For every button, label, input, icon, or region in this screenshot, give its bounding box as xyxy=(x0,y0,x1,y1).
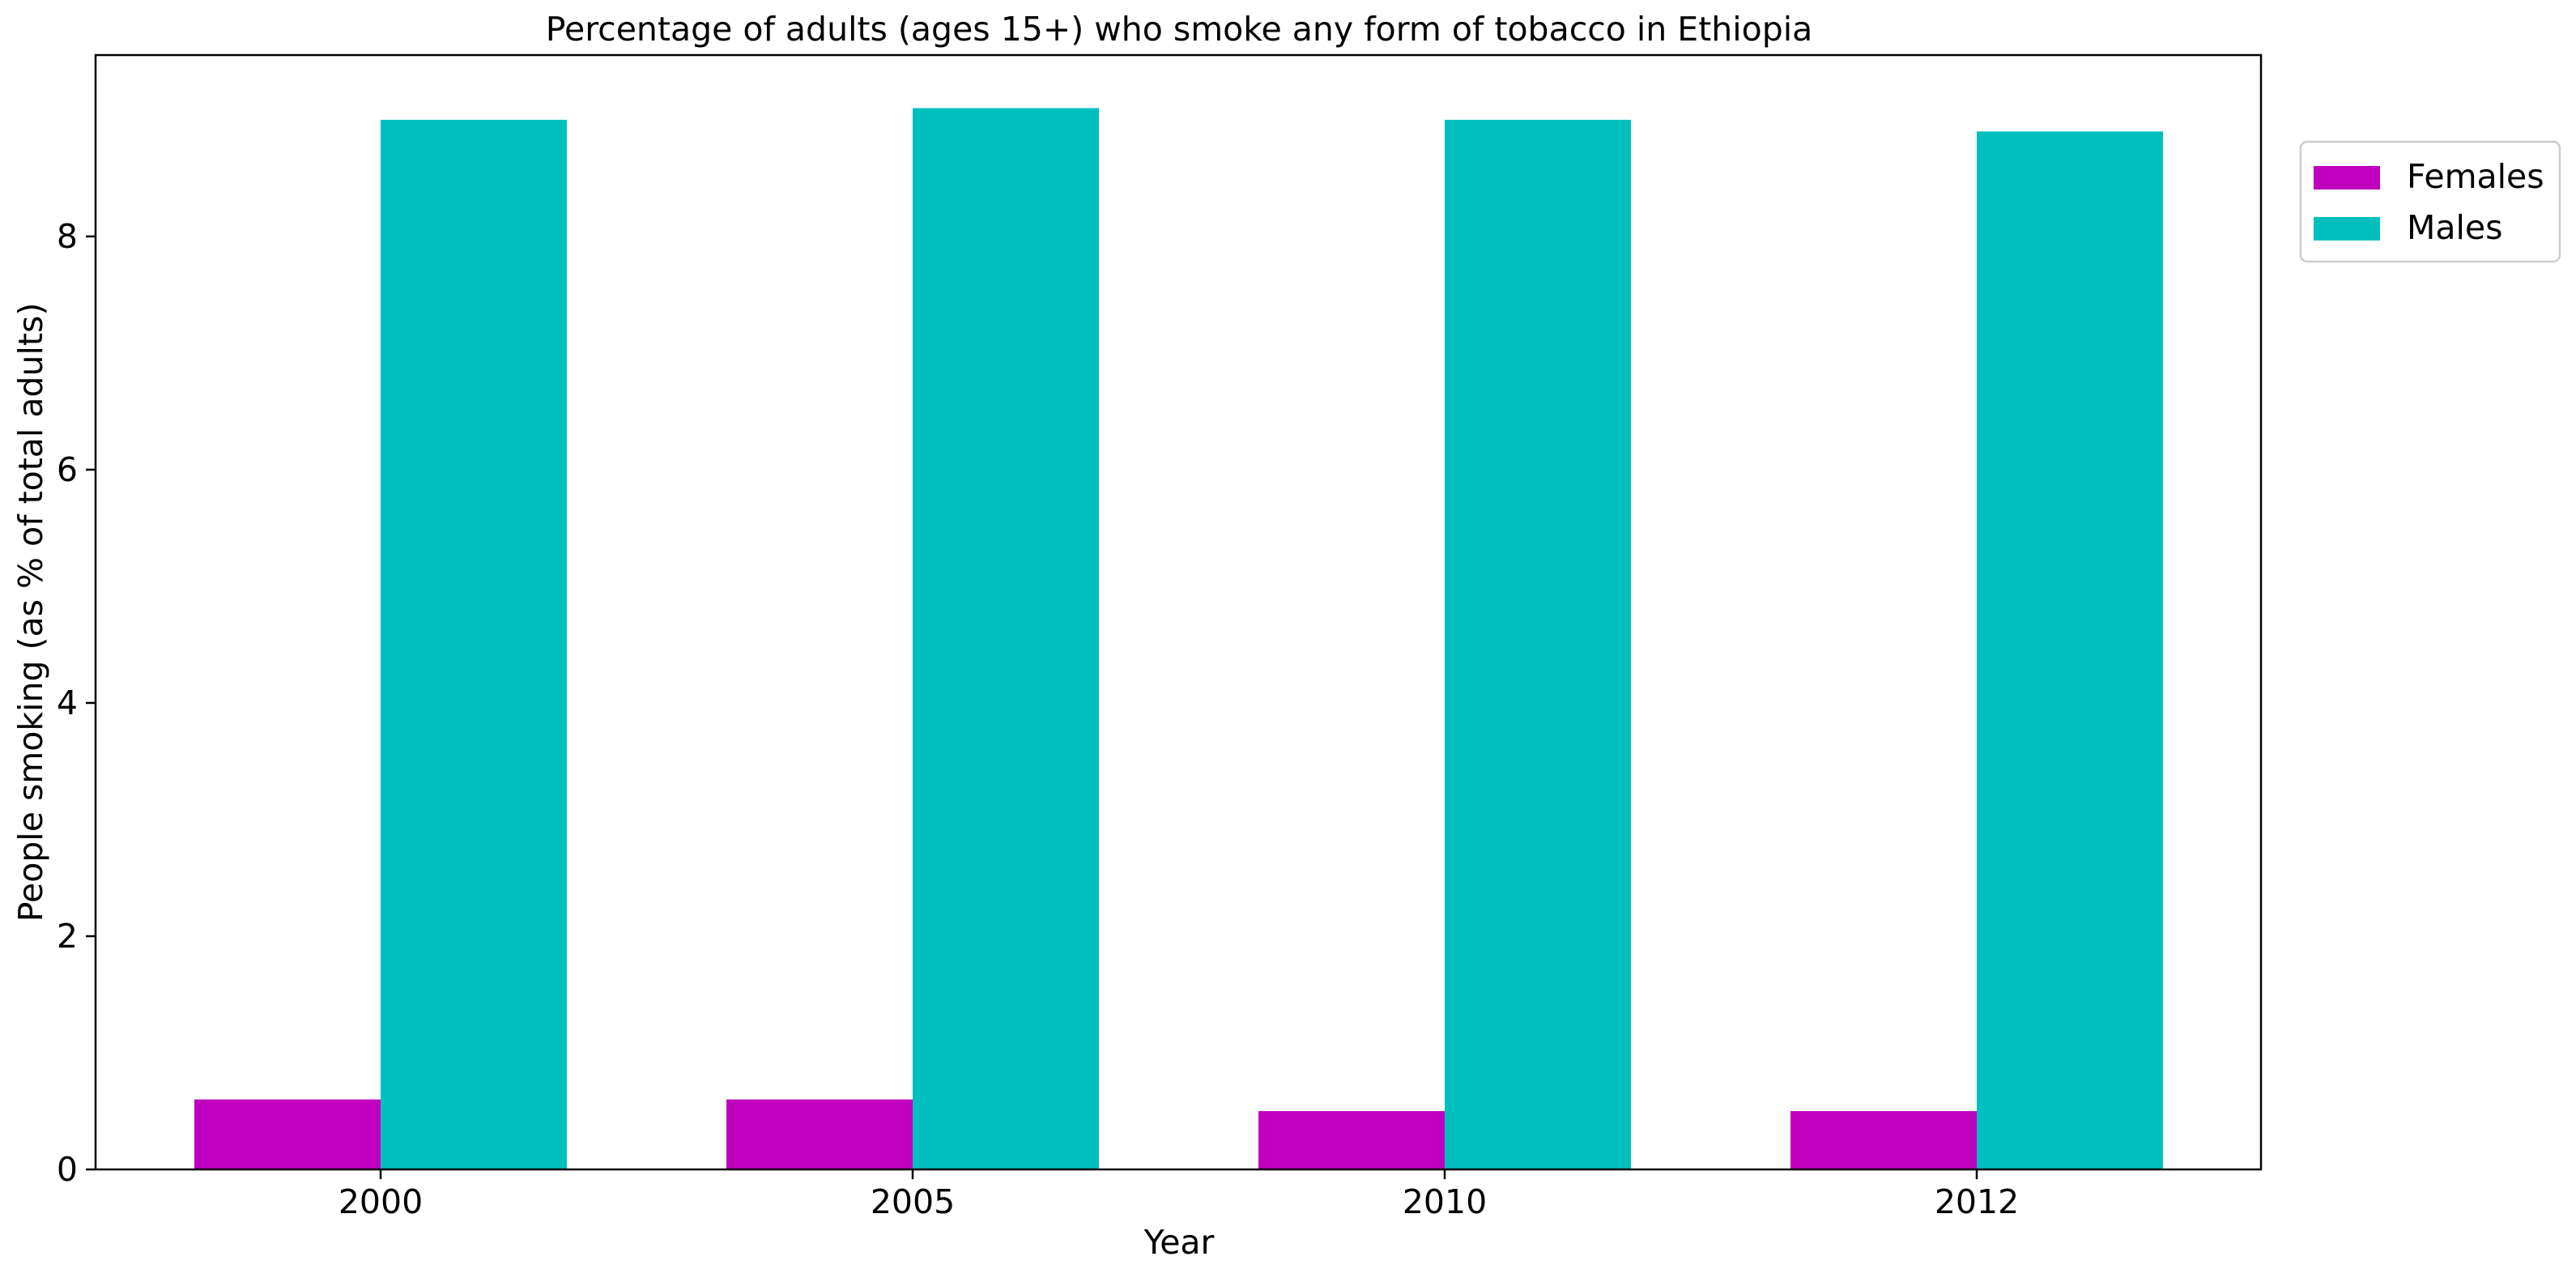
plot-frame xyxy=(94,53,2263,1171)
bar-males-2010 xyxy=(1445,119,1631,1169)
y-tick-label: 4 xyxy=(57,684,78,722)
x-tick-label: 2000 xyxy=(338,1182,423,1221)
legend-swatch-females xyxy=(2314,166,2380,190)
legend-label-females: Females xyxy=(2407,157,2544,196)
legend-label-males: Males xyxy=(2407,208,2502,247)
bar-males-2005 xyxy=(913,108,1099,1169)
x-axis-label: Year xyxy=(1143,1223,1215,1262)
y-axis-label: People smoking (as % of total adults) xyxy=(11,303,50,922)
bar-females-2012 xyxy=(1790,1110,1977,1169)
legend-swatch-males xyxy=(2314,217,2380,241)
bar-males-2000 xyxy=(381,119,567,1169)
x-tick-label: 2010 xyxy=(1403,1182,1487,1221)
y-axis: 0 2 4 6 8 xyxy=(57,217,96,1189)
y-tick-label: 6 xyxy=(57,450,78,489)
bar-males-2012 xyxy=(1977,131,2163,1170)
bar-females-2000 xyxy=(194,1099,381,1169)
bar-females-2005 xyxy=(726,1099,913,1169)
bars-group xyxy=(194,108,2163,1170)
legend: Females Males xyxy=(2299,140,2561,263)
y-tick-label: 0 xyxy=(57,1150,78,1189)
x-tick-label: 2005 xyxy=(871,1182,955,1221)
chart-title: Percentage of adults (ages 15+) who smok… xyxy=(546,10,1813,49)
y-tick-label: 2 xyxy=(57,917,78,956)
y-tick-label: 8 xyxy=(57,217,78,256)
bar-females-2010 xyxy=(1258,1110,1445,1169)
x-axis: 2000 2005 2010 2012 xyxy=(338,1169,2019,1221)
x-tick-label: 2012 xyxy=(1935,1182,2019,1221)
